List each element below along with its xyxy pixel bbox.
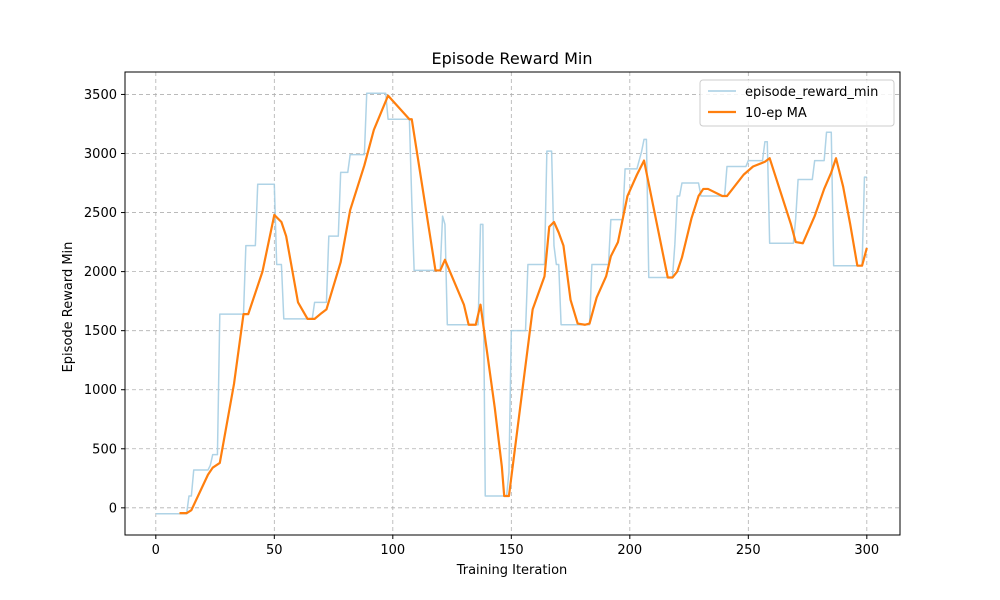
legend-box [699,79,895,127]
y-tick-label: 0 [109,501,117,516]
y-tick-label: 500 [92,442,117,457]
y-tick-label: 1000 [84,383,117,398]
y-tick-label: 2000 [84,265,117,280]
x-tick-label: 0 [152,543,160,558]
x-tick-label: 200 [617,543,642,558]
series-layer [155,92,868,515]
y-tick-label: 1500 [84,324,117,339]
y-tick-label: 3000 [84,147,117,162]
legend-label-10-ep-ma: 10-ep MA [745,106,807,121]
ticks: 0 50 100 150 200 250 3000500100015002000250030… [84,88,879,558]
y-tick-label: 3500 [84,88,117,103]
x-tick-label: 250 [736,543,761,558]
x-tick-label: 300 [854,543,879,558]
grid [125,72,900,535]
legend-label-episode-reward-min: episode_reward_min [745,85,878,100]
x-axis-label: Training Iteration [456,563,568,578]
x-tick-label: 100 [380,543,405,558]
legend: episode_reward_min 10-ep MA [699,79,895,127]
x-tick-label: 50 [266,543,283,558]
y-tick-label: 2500 [84,206,117,221]
y-axis-label: Episode Reward Min [61,242,76,373]
plot-frame [124,71,901,536]
x-tick-label: 150 [499,543,524,558]
series-line-1 [179,94,868,515]
chart-title: Episode Reward Min [432,49,593,68]
series-line-0 [155,92,867,515]
